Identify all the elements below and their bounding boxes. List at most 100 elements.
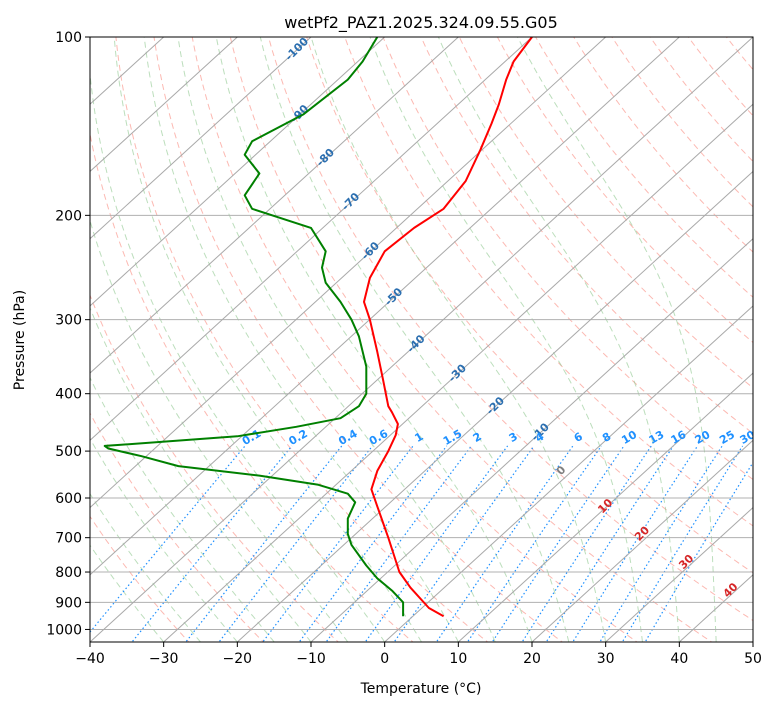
moist-adiabat-line — [310, 37, 607, 642]
x-tick-label: 10 — [449, 651, 467, 667]
mixing-ratio-line — [393, 445, 535, 642]
y-axis-label: Pressure (hPa) — [12, 290, 28, 390]
mixing-ratio-label: 0.4 — [336, 427, 360, 448]
moist-adiabat-label: 20 — [632, 523, 652, 543]
x-axis-label: Temperature (°C) — [360, 681, 482, 697]
mixing-ratio-label: 0.6 — [367, 427, 391, 448]
moist-adiabat-line — [90, 218, 349, 642]
plot-frame — [89, 36, 754, 643]
moist-adiabat-line — [143, 37, 459, 642]
mixing-ratio-label: 1.5 — [441, 427, 464, 448]
x-tick-label: 40 — [670, 651, 688, 667]
isotherm-line — [90, 37, 680, 576]
dry-adiabat-line — [754, 24, 775, 645]
moist-adiabat-line — [90, 544, 165, 642]
x-tick-label: −10 — [296, 651, 326, 667]
moist-adiabat-label: 30 — [676, 552, 696, 572]
y-tick-label: 400 — [55, 387, 82, 403]
isotherm-line — [90, 37, 238, 173]
x-tick-label: 30 — [597, 651, 615, 667]
isotherm-line — [457, 372, 753, 642]
dry-adiabat-line — [725, 37, 753, 71]
isotherm-line — [163, 103, 753, 642]
dry-adiabat-line — [420, 37, 753, 435]
mixing-ratio-label: 16 — [669, 428, 689, 447]
moist-adiabat-line — [90, 437, 238, 642]
mixing-ratio-label: 1 — [412, 430, 425, 445]
y-tick-label: 100 — [55, 30, 82, 46]
mixing-ratio-label: 2 — [471, 430, 484, 445]
dry-adiabat-line — [535, 37, 753, 298]
mixing-ratio-label: 3 — [507, 430, 520, 445]
mixing-ratio-line — [435, 445, 574, 642]
mixing-ratio-line — [521, 445, 652, 642]
dewpoint-line — [103, 37, 405, 617]
isotherm-line — [236, 170, 753, 642]
isotherm-line — [90, 37, 753, 642]
mixing-ratio-line — [545, 445, 674, 642]
isotherm-line — [90, 37, 533, 442]
x-tick-label: 50 — [744, 651, 762, 667]
y-axis: 100 200 300 400 500 600 700 800 900 1000 — [46, 30, 90, 638]
dry-adiabat-line — [649, 37, 753, 163]
isotherm-line — [384, 305, 753, 642]
mixing-ratio-label: 30 — [738, 428, 758, 447]
y-tick-label: 200 — [55, 208, 82, 224]
moist-adiabat-label: 40 — [721, 580, 741, 600]
mixing-ratio-label: 20 — [693, 428, 713, 447]
mixing-ratio-label: 8 — [600, 430, 613, 445]
isotherm-line — [90, 37, 386, 307]
moist-adiabat-line — [517, 37, 717, 642]
mixing-ratio-line — [644, 461, 753, 642]
dry-adiabat-line — [687, 37, 753, 117]
x-axis: −40 −30 −20 −10 0 10 20 30 40 50 — [75, 642, 762, 667]
mixing-ratio-line — [364, 445, 509, 642]
x-tick-label: 20 — [523, 651, 541, 667]
moist-adiabat-line — [215, 37, 533, 642]
mixing-ratio-label: 36 — [758, 428, 775, 447]
y-tick-label: 700 — [55, 531, 82, 547]
mixing-ratio-line — [599, 445, 723, 642]
isotherm-line — [90, 37, 607, 509]
temperature-line — [363, 37, 533, 618]
y-tick-label: 1000 — [46, 622, 82, 638]
mixing-ratio-label: 10 — [619, 428, 639, 447]
isotherm-line — [90, 37, 312, 240]
mixing-ratio-line — [262, 445, 414, 642]
dry-adiabat-line — [306, 37, 753, 574]
isotherms — [90, 37, 753, 642]
dry-adiabat-line — [344, 37, 753, 527]
isotherm-line — [531, 439, 753, 642]
mixing-ratio-line — [90, 445, 246, 633]
x-tick-label: −40 — [75, 651, 105, 667]
isotherm-line — [605, 506, 753, 642]
y-tick-label: 800 — [55, 565, 82, 581]
mixing-ratio-label: 0.1 — [240, 427, 263, 448]
dry-adiabat-line — [115, 37, 489, 642]
isotherm-line — [310, 237, 753, 642]
plot-area: -100-90-80-70-60-50-40-30-20-100.1 0.2 0.4… — [90, 24, 775, 645]
moist-adiabat-line — [369, 37, 643, 642]
dry-adiabat-line — [90, 515, 190, 642]
moist-adiabat-line — [90, 306, 312, 642]
y-tick-label: 500 — [55, 444, 82, 460]
moist-adiabat-line — [177, 37, 496, 642]
moist-adiabat-line — [259, 37, 570, 642]
mixing-ratio-line — [621, 445, 744, 642]
mixing-ratio-line — [298, 445, 448, 642]
y-tick-label: 300 — [55, 313, 82, 329]
y-tick-label: 900 — [55, 595, 82, 611]
dry-adiabat-line — [267, 37, 753, 622]
mixing-ratio-line — [218, 445, 373, 642]
mixing-ratio-label: 6 — [572, 430, 585, 445]
profile-series — [103, 37, 533, 618]
pressure-grid — [90, 37, 753, 630]
background-line-labels: -100-90-80-70-60-50-40-30-20-100.1 0.2 0.4… — [240, 37, 775, 600]
moist-adiabat-line — [437, 37, 680, 642]
isotherm-line — [752, 641, 753, 642]
dry-adiabat-line — [496, 37, 753, 344]
chart-title: wetPf2_PAZ1.2025.324.09.55.G05 — [284, 13, 558, 33]
x-tick-label: −20 — [223, 651, 253, 667]
isotherm-line — [90, 37, 459, 374]
